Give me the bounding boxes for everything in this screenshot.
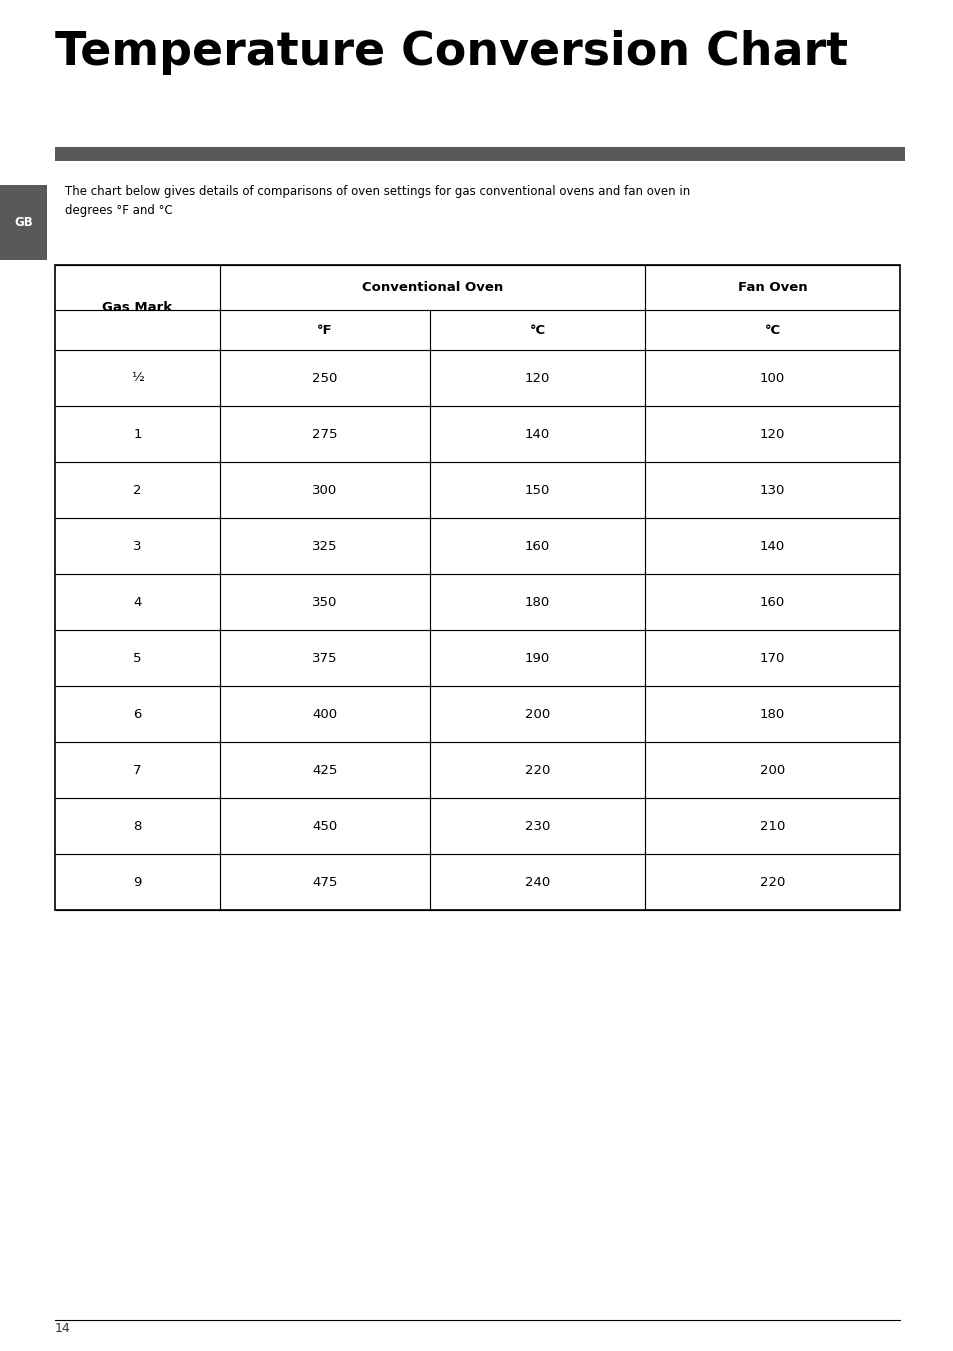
Text: °C: °C xyxy=(763,323,780,336)
Text: 375: 375 xyxy=(312,651,337,665)
Text: 170: 170 xyxy=(759,651,784,665)
Text: 120: 120 xyxy=(759,427,784,440)
Bar xyxy=(0,185,47,259)
Text: 120: 120 xyxy=(524,372,550,385)
Text: 180: 180 xyxy=(524,596,550,608)
Text: 450: 450 xyxy=(312,820,337,832)
Text: 140: 140 xyxy=(760,539,784,553)
Text: 130: 130 xyxy=(759,484,784,497)
Text: °F: °F xyxy=(316,323,333,336)
Text: 200: 200 xyxy=(760,763,784,777)
Text: Fan Oven: Fan Oven xyxy=(737,281,806,295)
Text: 140: 140 xyxy=(524,427,550,440)
Text: 325: 325 xyxy=(312,539,337,553)
Text: 2: 2 xyxy=(133,484,142,497)
Text: 7: 7 xyxy=(133,763,142,777)
Text: 6: 6 xyxy=(133,708,142,720)
Text: 3: 3 xyxy=(133,539,142,553)
Text: 190: 190 xyxy=(524,651,550,665)
Text: Conventional Oven: Conventional Oven xyxy=(361,281,502,295)
Text: 220: 220 xyxy=(524,763,550,777)
Text: 250: 250 xyxy=(312,372,337,385)
Text: 8: 8 xyxy=(133,820,142,832)
Text: 160: 160 xyxy=(760,596,784,608)
Text: Temperature Conversion Chart: Temperature Conversion Chart xyxy=(55,30,847,76)
Text: 9: 9 xyxy=(133,875,142,889)
Text: 475: 475 xyxy=(312,875,337,889)
Text: 1: 1 xyxy=(133,427,142,440)
Text: 14: 14 xyxy=(55,1323,71,1335)
Text: 100: 100 xyxy=(760,372,784,385)
Text: 400: 400 xyxy=(313,708,337,720)
Text: The chart below gives details of comparisons of oven settings for gas convention: The chart below gives details of compari… xyxy=(65,185,690,218)
Text: 160: 160 xyxy=(524,539,550,553)
Text: ½: ½ xyxy=(131,372,144,385)
Text: 275: 275 xyxy=(312,427,337,440)
Text: 4: 4 xyxy=(133,596,142,608)
Text: 210: 210 xyxy=(759,820,784,832)
Text: 350: 350 xyxy=(312,596,337,608)
Text: °C: °C xyxy=(529,323,545,336)
Text: 300: 300 xyxy=(312,484,337,497)
Text: 150: 150 xyxy=(524,484,550,497)
Text: 5: 5 xyxy=(133,651,142,665)
Text: 180: 180 xyxy=(760,708,784,720)
Bar xyxy=(55,265,899,911)
Text: 425: 425 xyxy=(312,763,337,777)
Text: 230: 230 xyxy=(524,820,550,832)
Bar xyxy=(55,147,904,161)
Text: Gas Mark: Gas Mark xyxy=(102,301,172,313)
Text: 240: 240 xyxy=(524,875,550,889)
Text: 220: 220 xyxy=(759,875,784,889)
Text: GB: GB xyxy=(14,216,32,230)
Text: 200: 200 xyxy=(524,708,550,720)
